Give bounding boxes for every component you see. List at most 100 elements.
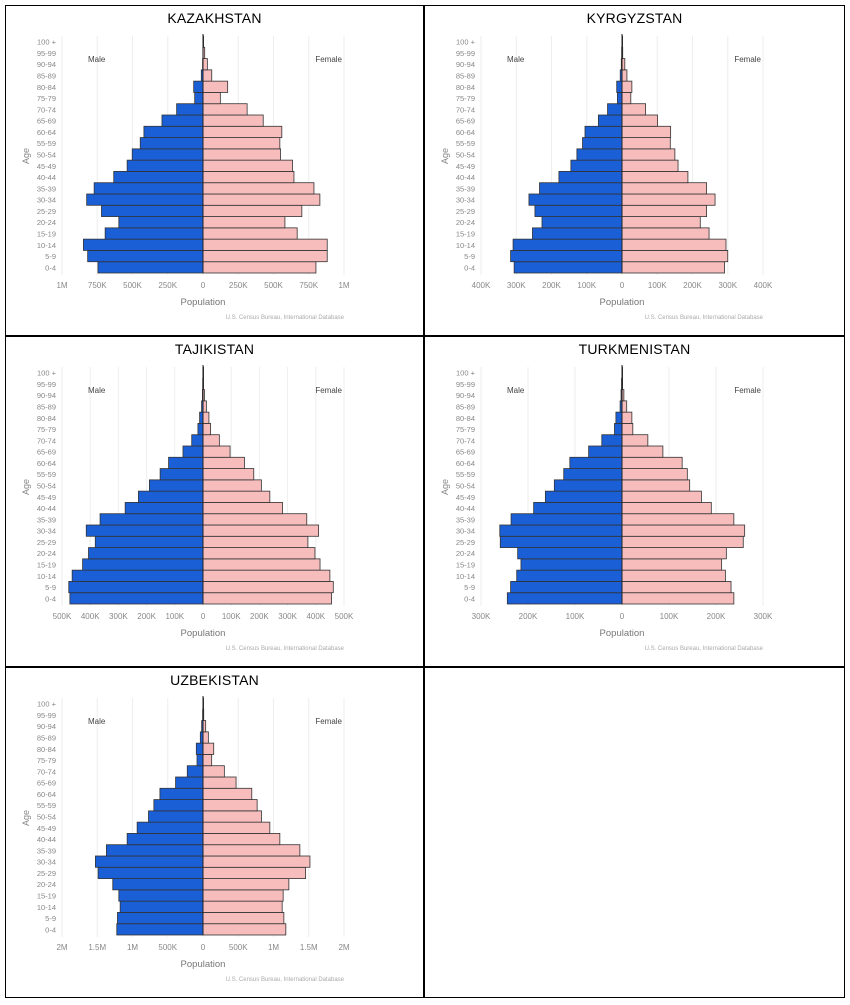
age-label: 15-19 [37, 892, 56, 901]
female-bar [202, 592, 332, 605]
male-bar [615, 411, 623, 424]
x-tick-label: 2M [56, 943, 67, 952]
age-label: 85-89 [456, 403, 475, 412]
age-label: 45-49 [37, 493, 56, 502]
age-label: 80-84 [37, 414, 56, 423]
x-tick-label: 500K [264, 281, 283, 290]
age-label: 95-99 [456, 380, 475, 389]
population-pyramid-tajikistan: 500K 400K 300K 200K 100K 0 100K 200K 300K 400K 500… [21, 365, 354, 652]
female-bar [621, 250, 729, 263]
male-bar [95, 855, 204, 868]
age-label: 10-14 [456, 572, 475, 581]
male-bar [68, 581, 204, 594]
female-bar [202, 844, 301, 857]
male-bar [86, 193, 204, 206]
female-bar [621, 535, 744, 548]
male-bar [614, 423, 623, 436]
female-bar [621, 569, 726, 582]
female-bar [202, 238, 328, 251]
female-bar [202, 765, 225, 778]
age-label: 80-84 [456, 414, 475, 423]
female-bar [202, 204, 303, 217]
age-label: 30-34 [37, 527, 56, 536]
female-bar [621, 400, 628, 413]
male-label: Male [507, 386, 525, 395]
age-label: 20-24 [456, 218, 475, 227]
age-label: 70-74 [37, 767, 56, 776]
female-bar [621, 92, 632, 105]
chart-cell-turkmenistan: TURKMENISTAN 300K 200K 100K 0 100K 200K 300K 0-… [424, 336, 845, 667]
male-bar [601, 434, 623, 447]
female-bar [202, 513, 308, 526]
chart-title: KAZAKHSTAN [167, 10, 262, 26]
chart-cell-uzbekistan: UZBEKISTAN 2M 1.5M 1M 500K 0 500K 1M 1.5M 2M 0-4 5… [5, 667, 424, 998]
age-label: 25-29 [37, 207, 56, 216]
male-bar [499, 535, 623, 548]
chart-title: KYRGYZSTAN [586, 10, 683, 26]
age-label: 0-4 [464, 263, 475, 272]
female-bar [202, 787, 253, 800]
age-label: 35-39 [37, 846, 56, 855]
x-axis-title: Population [181, 297, 226, 308]
female-bar [621, 558, 723, 571]
x-tick-label: 300K [718, 281, 737, 290]
male-bar [544, 490, 623, 503]
x-tick-label: 400K [306, 612, 325, 621]
female-bar [621, 227, 710, 240]
female-bar [621, 80, 633, 93]
male-bar [94, 535, 204, 548]
y-axis-title: Age [21, 479, 31, 495]
male-bar [510, 581, 623, 594]
female-bar [621, 490, 702, 503]
female-bar [202, 821, 271, 834]
male-bar [104, 227, 204, 240]
age-label: 60-64 [456, 459, 475, 468]
male-bar [176, 103, 204, 116]
x-tick-label: 1M [56, 281, 67, 290]
female-bar [202, 148, 281, 161]
female-bar [202, 754, 213, 767]
male-bar [512, 238, 623, 251]
x-tick-label: 1M [268, 943, 279, 952]
x-tick-label: 750K [299, 281, 318, 290]
male-bar [199, 411, 204, 424]
age-label: 5-9 [45, 914, 56, 923]
x-tick-label: 300K [754, 612, 773, 621]
age-label: 20-24 [37, 880, 56, 889]
age-label: 65-69 [456, 448, 475, 457]
age-label: 10-14 [37, 572, 56, 581]
female-bar [621, 456, 683, 469]
male-bar [617, 92, 623, 105]
population-pyramid-kazakhstan: 1M 750K 500K 250K 0 250K 500K 750K 1M0-45-910-14… [21, 34, 350, 321]
age-label: 15-19 [456, 561, 475, 570]
age-label: 70-74 [37, 105, 56, 114]
male-bar [570, 159, 623, 172]
age-label: 15-19 [37, 230, 56, 239]
y-axis-title: Age [21, 148, 31, 164]
x-tick-label: 100K [660, 612, 679, 621]
age-label: 95-99 [37, 711, 56, 720]
male-bar [112, 878, 204, 891]
female-bar [621, 513, 735, 526]
age-label: 45-49 [456, 162, 475, 171]
age-label: 100 + [37, 38, 57, 47]
age-label: 10-14 [37, 241, 56, 250]
age-label: 30-34 [456, 527, 475, 536]
x-tick-label: 300K [109, 612, 128, 621]
x-tick-label: 0 [201, 943, 206, 952]
female-bar [621, 159, 679, 172]
male-bar [553, 479, 623, 492]
male-bar [191, 434, 204, 447]
male-bar [85, 524, 204, 537]
female-label: Female [734, 386, 761, 395]
chart-title: UZBEKISTAN [170, 672, 259, 688]
x-tick-label: 200K [683, 281, 702, 290]
female-label: Female [734, 55, 761, 64]
male-bar [528, 193, 623, 206]
male-bar [534, 204, 623, 217]
chart-cell-kyrgyzstan: KYRGYZSTAN 400K 300K 200K 100K 0 100K 200K 300K… [424, 5, 845, 336]
age-label: 55-59 [456, 139, 475, 148]
female-bar [202, 193, 321, 206]
age-label: 40-44 [37, 835, 56, 844]
age-label: 100 + [37, 369, 57, 378]
